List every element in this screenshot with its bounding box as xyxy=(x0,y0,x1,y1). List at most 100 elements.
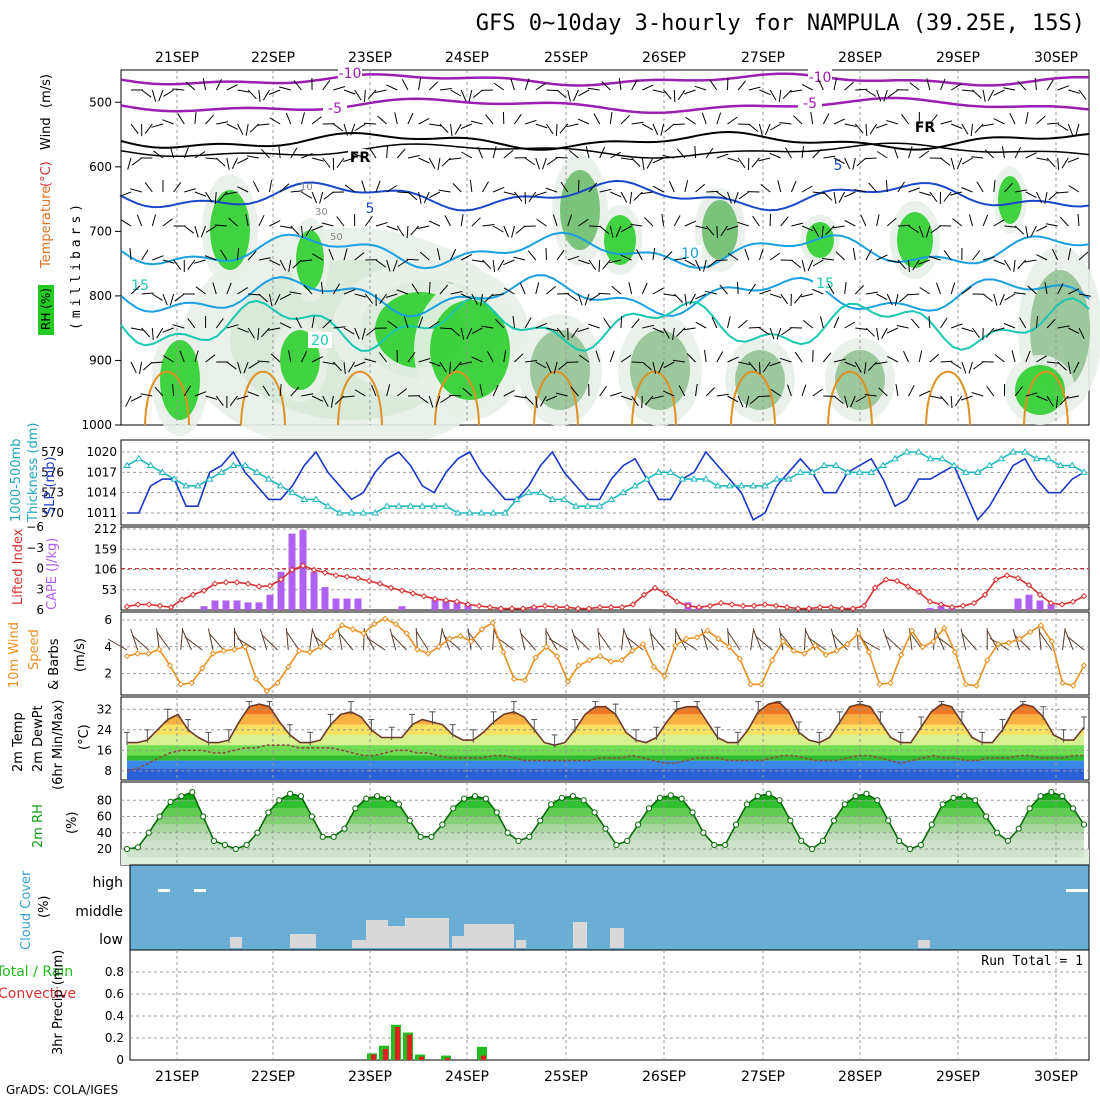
wind-barb xyxy=(1056,191,1069,194)
wind-barb xyxy=(305,225,313,237)
thickness-point xyxy=(1021,448,1029,455)
lifted-index-point xyxy=(222,579,230,586)
wind-barb xyxy=(652,89,665,94)
wind-barb xyxy=(885,179,888,193)
temperature-contour-label: -5 xyxy=(803,96,817,112)
wind-barb xyxy=(350,123,356,136)
rh-band xyxy=(127,832,1084,841)
wind-barb xyxy=(492,384,499,397)
contour-label-bg xyxy=(338,65,362,81)
date-label-bottom: 23SEP xyxy=(348,1069,392,1085)
wind-barb xyxy=(864,394,877,397)
rh-2m-line xyxy=(123,789,1088,853)
precip-tick-label: 0.4 xyxy=(105,1009,124,1023)
rh-2m-point xyxy=(537,817,544,824)
wind-barb xyxy=(378,352,388,363)
wind-barb xyxy=(428,281,431,295)
wind-barb-10m xyxy=(468,632,483,651)
wind-barb xyxy=(790,89,803,93)
wind-barb xyxy=(268,89,281,95)
rh-2m-point xyxy=(123,845,131,853)
wind-barb-10m xyxy=(107,638,128,651)
rh-2m-point xyxy=(852,793,859,800)
wind-barb xyxy=(930,225,941,234)
thickness-point xyxy=(394,502,403,509)
wind-barb xyxy=(950,361,962,369)
lifted-index-point xyxy=(508,605,516,612)
rh-2m-point xyxy=(210,837,218,844)
thickness-point xyxy=(406,502,415,509)
wind-barb xyxy=(737,319,748,329)
ylabel-precip: 3hr Precip (mm) xyxy=(51,950,66,1055)
wind-barb xyxy=(503,150,514,159)
li-tick-label: 6 xyxy=(36,603,44,617)
wind-barb xyxy=(887,259,900,263)
rh-2m-point xyxy=(178,793,185,800)
wind-barb xyxy=(652,157,664,164)
wind-barb xyxy=(686,353,696,363)
wind-barb xyxy=(961,361,967,374)
wind-barb xyxy=(865,89,877,97)
wind-barb xyxy=(812,225,820,237)
lifted-index-point xyxy=(332,572,340,579)
wind-barb xyxy=(812,259,824,267)
lifted-index-point xyxy=(893,577,901,585)
rh-2m-point xyxy=(363,795,370,802)
wind-speed-point xyxy=(1059,679,1066,687)
wind-barb xyxy=(801,259,806,272)
wind-barb-10m xyxy=(884,634,902,651)
thickness-point xyxy=(749,481,758,489)
lifted-index-point xyxy=(442,597,450,604)
wind-barb xyxy=(514,353,524,363)
wind-barb xyxy=(1046,318,1056,329)
wind-barb xyxy=(429,123,442,127)
lifted-index-point xyxy=(651,584,659,592)
wind-barb xyxy=(593,113,601,125)
wind-barb xyxy=(439,327,452,330)
wind-barb xyxy=(204,255,217,261)
temperature-contour xyxy=(1023,370,1069,426)
wind-barb xyxy=(450,123,453,136)
wind-speed-point xyxy=(1016,635,1023,642)
wind-barb xyxy=(631,395,639,407)
wind-barb xyxy=(961,187,973,193)
wind-barb xyxy=(285,112,292,125)
wind-barb xyxy=(620,225,632,233)
chart-title: GFS 0~10day 3-hourly for NAMPULA (39.25E… xyxy=(476,11,1085,36)
wind-barb xyxy=(503,225,509,238)
wind-barb xyxy=(678,385,686,397)
wind-barb xyxy=(1025,225,1029,238)
date-label-top: 23SEP xyxy=(348,50,392,66)
wind-barb xyxy=(769,252,781,261)
wind-barb xyxy=(918,150,930,159)
wind-barb xyxy=(631,121,644,125)
wind-barb xyxy=(279,383,282,397)
wind-barb-10m xyxy=(701,628,709,651)
wind-barb xyxy=(220,249,228,261)
rh-2m-point xyxy=(591,809,598,816)
wind-barb xyxy=(1036,355,1047,363)
wind-speed-point xyxy=(564,678,572,685)
lifted-index-point xyxy=(1080,592,1088,600)
wind-barb xyxy=(642,324,655,329)
ylabel-thickness-1: 1000-500mb xyxy=(9,438,24,522)
wind-barb xyxy=(1044,191,1048,204)
wind-barb xyxy=(658,361,665,374)
wind-barb xyxy=(311,116,322,125)
wind-barb xyxy=(961,286,972,295)
wind-barb xyxy=(323,191,334,200)
wind-barb xyxy=(366,327,377,336)
rh-2m-point xyxy=(134,844,141,851)
wind-barb xyxy=(374,89,387,93)
wind-barb xyxy=(1019,317,1027,329)
wind-barb xyxy=(1036,254,1048,261)
wind-barb xyxy=(844,395,849,408)
wind-barb xyxy=(881,327,888,339)
wind-barb xyxy=(1051,248,1059,261)
wind-barb xyxy=(336,216,345,227)
wind-barb xyxy=(748,283,756,295)
wind-barb-10m xyxy=(131,634,149,651)
wind-barb xyxy=(822,352,832,363)
wind-barb xyxy=(588,323,600,329)
wind-barb xyxy=(439,88,452,91)
